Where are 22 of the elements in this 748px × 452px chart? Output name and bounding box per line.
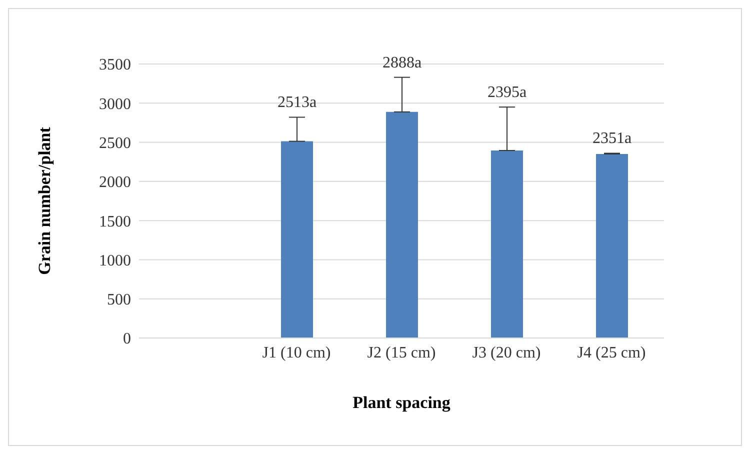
x-tick-label: J3 (20 cm)	[472, 344, 541, 362]
x-tick-label: J2 (15 cm)	[367, 344, 436, 362]
x-tick-label: J4 (25 cm)	[577, 344, 646, 362]
bar	[281, 141, 313, 338]
y-tick-label: 500	[107, 292, 131, 309]
y-tick-label: 1000	[99, 252, 131, 270]
y-tick-label: 2000	[99, 174, 131, 192]
data-label: 2888a	[382, 54, 422, 72]
data-label: 2395a	[487, 84, 527, 102]
x-tick-label: J1 (10 cm)	[262, 344, 331, 362]
bar	[386, 112, 418, 338]
y-tick-label: 3000	[99, 96, 131, 113]
y-tick-label: 0	[123, 330, 131, 348]
bar	[491, 150, 523, 338]
bar	[596, 154, 628, 338]
y-tick-label: 2500	[99, 134, 131, 152]
y-axis-title: Grain number/plant	[35, 126, 54, 275]
y-tick-label: 1500	[99, 213, 131, 230]
data-label: 2351a	[592, 130, 632, 148]
y-tick-label: 3500	[99, 56, 131, 74]
x-axis-title: Plant spacing	[352, 393, 451, 412]
data-label: 2513a	[277, 94, 317, 112]
